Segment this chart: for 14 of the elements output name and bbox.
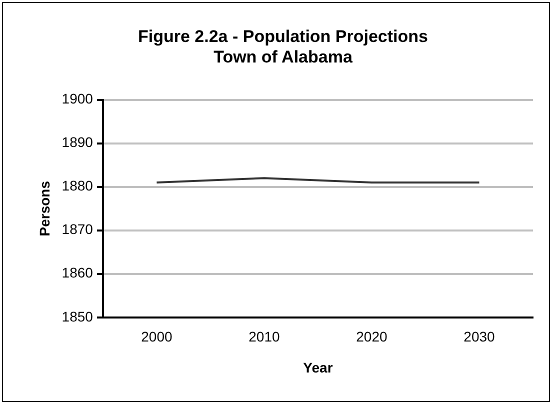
x-tick-label: 2000 — [141, 328, 172, 345]
x-axis-title: Year — [303, 359, 334, 376]
y-axis-title: Persons — [36, 180, 52, 236]
y-tick-label: 1900 — [62, 90, 94, 107]
y-tick-label: 1850 — [62, 308, 94, 324]
text: Figure 2.2a - Population Projections — [138, 26, 428, 46]
y-tick-label: 1890 — [62, 134, 94, 150]
x-tick-label: 2030 — [464, 328, 496, 345]
y-tick-label: 1870 — [62, 221, 94, 238]
y-tick-label: 1860 — [62, 264, 94, 281]
y-tick-label: 1880 — [62, 178, 94, 194]
x-tick-label: 2010 — [248, 328, 280, 345]
x-tick-label: 2020 — [356, 328, 388, 345]
text: Town of Alabama — [214, 47, 352, 66]
